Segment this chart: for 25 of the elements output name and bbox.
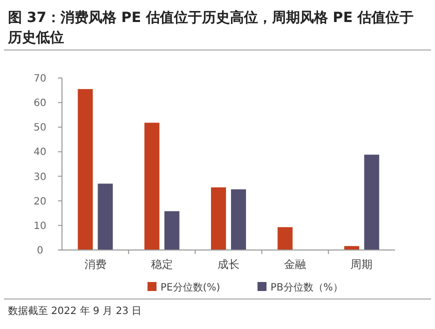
x-tick-label: 稳定 [150,258,173,271]
chart-title: 图 37：消费风格 PE 估值位于历史高位，周期风格 PE 估值位于历史低位 [7,9,414,46]
y-tick-label: 30 [34,172,46,183]
bar [164,211,180,250]
x-tick-label: 金融 [284,258,306,271]
y-tick-label: 10 [34,220,46,232]
legend-label: PB分位数（%） [270,282,343,294]
text: 数据截至 2022 年 9 月 23 日 [8,305,142,317]
bar [231,189,246,250]
y-tick-label: 70 [34,74,46,84]
x-tick-label: 消费 [84,258,106,271]
bar [144,122,160,250]
y-tick-label: 50 [34,122,46,134]
x-tick-label: 成长 [218,258,240,271]
x-tick-label: 周期 [350,258,373,271]
bar [78,89,93,250]
bar [278,227,293,250]
y-tick-label: 40 [34,147,46,158]
legend-label: PE分位数(%) [160,282,220,294]
bar [211,187,226,250]
bar [364,154,380,250]
y-tick-label: 60 [34,98,46,110]
y-tick-label: 0 [36,246,44,256]
y-tick-label: 20 [34,196,46,208]
bar [98,184,113,250]
